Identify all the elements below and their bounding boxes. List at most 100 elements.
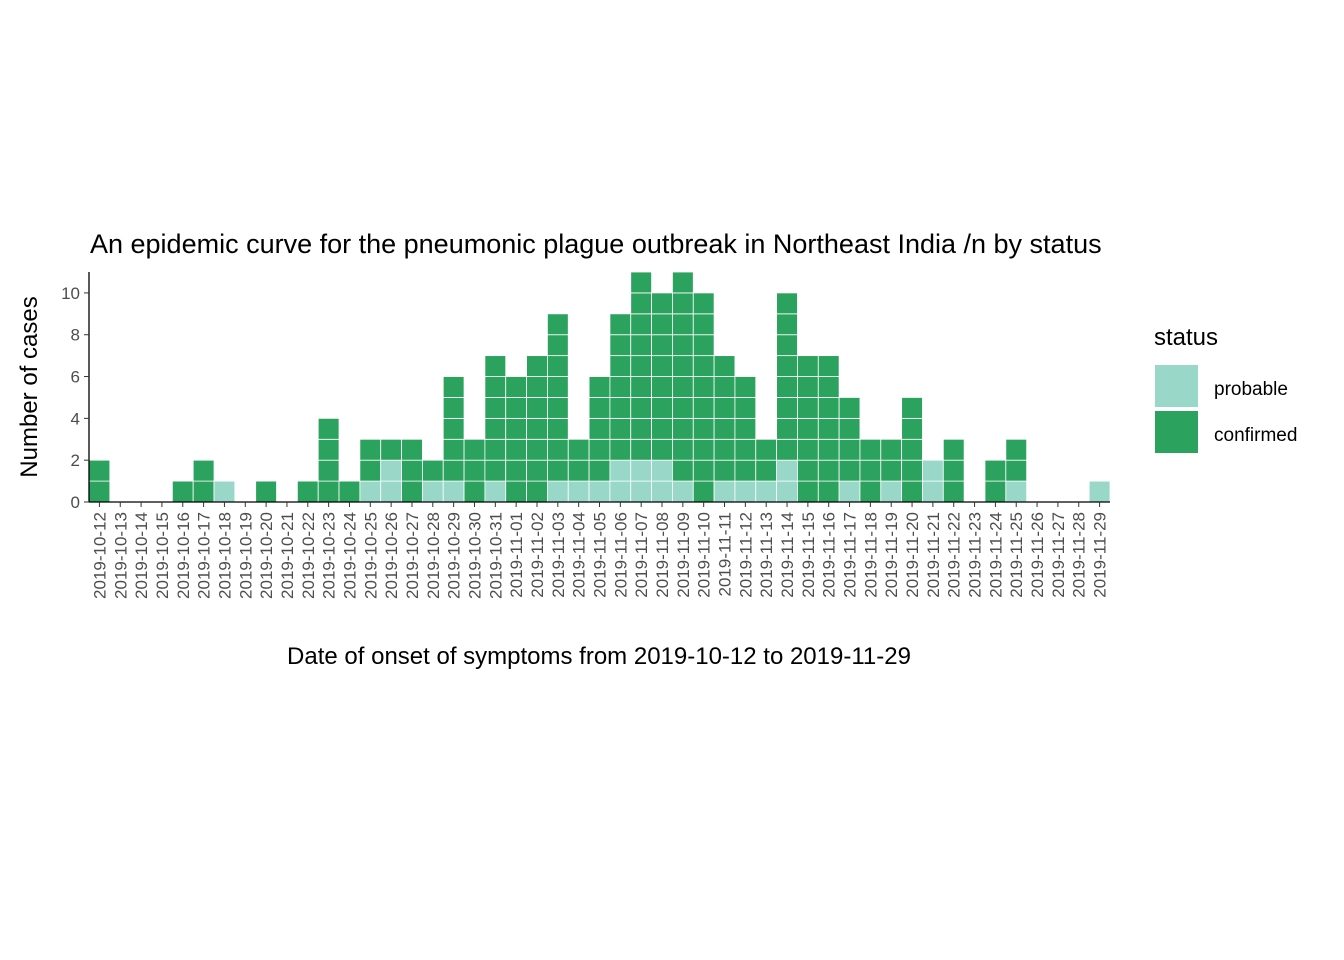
bar-confirmed-2019-11-08-case-9: [651, 313, 673, 336]
bar-confirmed-2019-11-14-case-7: [776, 355, 798, 377]
bar-confirmed-2019-11-09-case-6: [672, 376, 694, 398]
bar-confirmed-2019-11-07-case-7: [630, 355, 652, 377]
bar-confirmed-2019-11-02-case-1: [526, 480, 548, 503]
bar-confirmed-2019-10-31-case-5: [484, 397, 507, 419]
bar-confirmed-2019-10-12-case-1: [88, 480, 111, 503]
bar-probable-2019-10-31-case-1: [484, 480, 507, 503]
bar-probable-2019-10-28-case-1: [421, 480, 444, 503]
x-tick-label-2019-11-17: 2019-11-17: [841, 512, 860, 598]
bar-confirmed-2019-11-10-case-7: [692, 355, 715, 377]
x-tick-label-2019-10-25: 2019-10-25: [361, 512, 380, 599]
bar-confirmed-2019-11-14-case-9: [776, 313, 798, 336]
x-tick-label-2019-11-15: 2019-11-15: [799, 512, 818, 598]
bar-confirmed-2019-11-06-case-4: [609, 417, 632, 440]
bar-probable-2019-11-17-case-1: [838, 480, 861, 503]
x-tick-label-2019-11-02: 2019-11-02: [528, 512, 547, 598]
x-tick-label-2019-11-28: 2019-11-28: [1070, 512, 1089, 598]
bar-confirmed-2019-11-09-case-2: [672, 459, 694, 482]
bar-confirmed-2019-11-09-case-5: [672, 397, 694, 419]
bar-confirmed-2019-10-23-case-3: [317, 438, 340, 461]
bar-confirmed-2019-11-20-case-4: [901, 417, 923, 440]
bar-confirmed-2019-11-11-case-2: [713, 459, 736, 482]
bar-confirmed-2019-10-25-case-3: [359, 438, 382, 461]
bar-confirmed-2019-11-16-case-5: [817, 397, 840, 419]
bar-confirmed-2019-11-19-case-2: [880, 459, 903, 482]
bar-confirmed-2019-11-14-case-8: [776, 334, 798, 357]
bar-probable-2019-11-09-case-1: [672, 480, 694, 503]
bar-confirmed-2019-11-12-case-4: [734, 417, 757, 440]
x-tick-label-2019-11-18: 2019-11-18: [861, 512, 880, 598]
bar-confirmed-2019-11-07-case-4: [630, 417, 652, 440]
x-tick-label-2019-11-11: 2019-11-11: [716, 512, 735, 596]
bar-probable-2019-11-08-case-1: [651, 480, 673, 503]
bar-confirmed-2019-11-11-case-3: [713, 438, 736, 461]
bar-probable-2019-10-29-case-1: [442, 480, 465, 503]
bar-confirmed-2019-11-20-case-1: [901, 480, 923, 503]
bar-confirmed-2019-11-09-case-4: [672, 417, 694, 440]
bar-confirmed-2019-11-08-case-8: [651, 334, 673, 357]
bar-confirmed-2019-11-08-case-3: [651, 438, 673, 461]
bar-probable-2019-11-07-case-2: [630, 459, 652, 482]
x-tick-label-2019-11-10: 2019-11-10: [695, 512, 714, 598]
bar-confirmed-2019-10-31-case-3: [484, 438, 507, 461]
x-tick-label-2019-11-21: 2019-11-21: [924, 512, 943, 598]
bar-confirmed-2019-10-31-case-4: [484, 417, 507, 440]
x-tick-label-2019-11-23: 2019-11-23: [966, 512, 985, 598]
bar-confirmed-2019-11-02-case-6: [526, 376, 548, 398]
bar-probable-2019-11-13-case-1: [755, 480, 778, 503]
x-tick-label-2019-11-07: 2019-11-07: [632, 512, 651, 598]
bar-confirmed-2019-11-10-case-4: [692, 417, 715, 440]
bar-confirmed-2019-11-11-case-5: [713, 397, 736, 419]
bar-confirmed-2019-11-06-case-8: [609, 334, 632, 357]
bar-confirmed-2019-10-23-case-2: [317, 459, 340, 482]
bar-confirmed-2019-11-08-case-6: [651, 376, 673, 398]
bar-confirmed-2019-11-06-case-5: [609, 397, 632, 419]
bar-confirmed-2019-11-14-case-5: [776, 397, 798, 419]
bar-confirmed-2019-10-23-case-1: [317, 480, 340, 503]
legend-label-probable: probable: [1214, 379, 1288, 400]
x-tick-label-2019-11-06: 2019-11-06: [611, 512, 630, 598]
bar-confirmed-2019-11-10-case-8: [692, 334, 715, 357]
bar-probable-2019-11-03-case-1: [547, 480, 569, 503]
bar-confirmed-2019-10-29-case-2: [442, 459, 465, 482]
bar-confirmed-2019-11-13-case-3: [755, 438, 778, 461]
bar-confirmed-2019-11-03-case-6: [547, 376, 569, 398]
y-tick-label-4: 4: [71, 409, 80, 428]
x-tick-label-2019-10-30: 2019-10-30: [465, 512, 484, 599]
bar-probable-2019-10-26-case-2: [380, 459, 402, 482]
bar-confirmed-2019-11-18-case-1: [859, 480, 882, 503]
bar-confirmed-2019-11-07-case-10: [630, 292, 652, 315]
bar-confirmed-2019-11-09-case-9: [672, 313, 694, 336]
bar-confirmed-2019-11-03-case-2: [547, 459, 569, 482]
bar-probable-2019-11-14-case-1: [776, 480, 798, 503]
bar-confirmed-2019-11-20-case-3: [901, 438, 923, 461]
bar-confirmed-2019-11-16-case-2: [817, 459, 840, 482]
bar-confirmed-2019-11-09-case-7: [672, 355, 694, 377]
bars-group: [88, 271, 1111, 503]
legend-swatch-confirmed: [1155, 411, 1198, 453]
bar-confirmed-2019-10-27-case-3: [401, 438, 423, 461]
bar-confirmed-2019-11-16-case-7: [817, 355, 840, 377]
bar-confirmed-2019-10-28-case-2: [421, 459, 444, 482]
bar-confirmed-2019-11-17-case-2: [838, 459, 861, 482]
y-tick-label-2: 2: [71, 451, 80, 470]
bar-confirmed-2019-11-09-case-10: [672, 292, 694, 315]
bar-confirmed-2019-11-18-case-2: [859, 459, 882, 482]
x-tick-label-2019-11-14: 2019-11-14: [778, 512, 797, 598]
bar-confirmed-2019-11-12-case-5: [734, 397, 757, 419]
bar-confirmed-2019-11-24-case-2: [984, 459, 1007, 482]
bar-confirmed-2019-10-23-case-4: [317, 417, 340, 440]
bar-confirmed-2019-11-05-case-2: [588, 459, 611, 482]
x-tick-label-2019-11-09: 2019-11-09: [674, 512, 693, 598]
bar-confirmed-2019-11-07-case-3: [630, 438, 652, 461]
bar-confirmed-2019-11-08-case-10: [651, 292, 673, 315]
x-tick-label-2019-11-16: 2019-11-16: [820, 512, 839, 598]
bar-confirmed-2019-11-03-case-5: [547, 397, 569, 419]
bar-probable-2019-11-29-case-1: [1088, 480, 1111, 503]
bar-probable-2019-11-21-case-1: [922, 480, 944, 503]
bar-probable-2019-11-14-case-2: [776, 459, 798, 482]
bar-confirmed-2019-11-05-case-4: [588, 417, 611, 440]
chart-title: An epidemic curve for the pneumonic plag…: [90, 229, 1102, 259]
bar-confirmed-2019-10-30-case-3: [463, 438, 486, 461]
bar-confirmed-2019-11-15-case-6: [797, 376, 819, 398]
